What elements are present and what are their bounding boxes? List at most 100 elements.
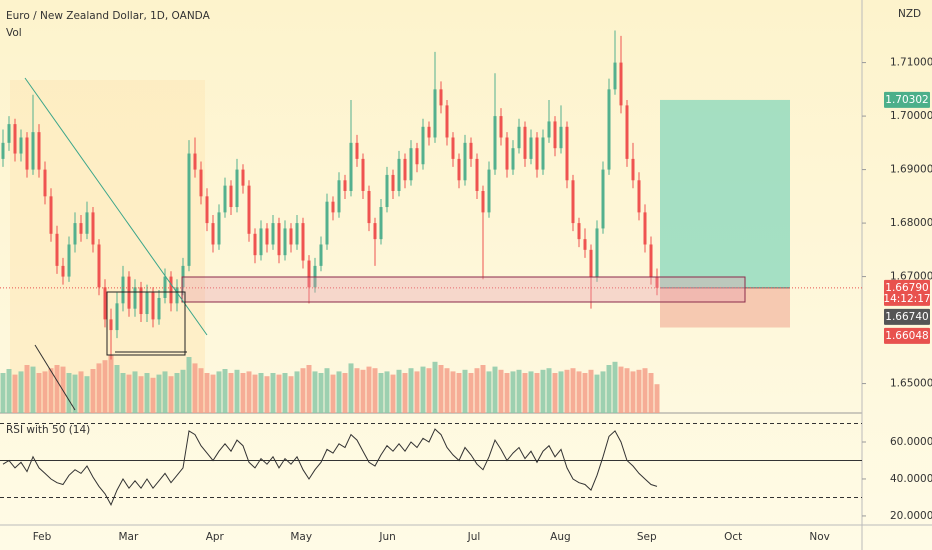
volume-bar bbox=[156, 374, 162, 413]
candle-body bbox=[601, 169, 605, 229]
volume-bar bbox=[630, 371, 636, 413]
volume-bar bbox=[168, 376, 174, 413]
volume-bar bbox=[198, 368, 204, 413]
candle-body bbox=[583, 239, 587, 250]
volume-bar bbox=[438, 365, 444, 413]
candle-body bbox=[571, 180, 575, 224]
volume-bar bbox=[12, 374, 18, 413]
candle-body bbox=[421, 126, 425, 165]
volume-bar bbox=[372, 368, 378, 413]
candle-body bbox=[109, 319, 113, 331]
candle-body bbox=[337, 180, 341, 213]
volume-bar bbox=[426, 368, 432, 413]
volume-bar bbox=[408, 368, 414, 413]
volume-bar bbox=[294, 371, 300, 413]
candle-body bbox=[469, 142, 473, 159]
candle-body bbox=[439, 89, 443, 106]
volume-bar bbox=[240, 373, 246, 413]
volume-bar bbox=[0, 373, 6, 413]
candle-body bbox=[49, 196, 53, 234]
volume-bar bbox=[414, 371, 420, 413]
volume-bar bbox=[456, 373, 462, 413]
candle-body bbox=[493, 116, 497, 170]
volume-bar bbox=[120, 373, 126, 413]
volume-bar bbox=[330, 374, 336, 413]
volume-bar bbox=[582, 373, 588, 413]
y-tick-label: 1.65000 bbox=[890, 378, 932, 390]
y-tick-label: 1.70000 bbox=[890, 110, 932, 122]
candle-body bbox=[7, 124, 11, 143]
volume-bar bbox=[498, 369, 504, 413]
candle-body bbox=[289, 228, 293, 245]
x-tick-label: May bbox=[290, 531, 312, 543]
volume-bar bbox=[378, 373, 384, 413]
candle-body bbox=[235, 169, 239, 208]
volume-bar bbox=[54, 365, 60, 413]
candle-body bbox=[139, 287, 143, 315]
volume-bar bbox=[504, 373, 510, 413]
x-tick-label: Nov bbox=[809, 531, 830, 543]
volume-bar bbox=[90, 369, 96, 413]
volume-bar bbox=[282, 373, 288, 413]
candle-body bbox=[25, 137, 29, 170]
candle-body bbox=[535, 137, 539, 170]
y-tick-label: 1.69000 bbox=[890, 164, 932, 176]
candle-body bbox=[457, 158, 461, 181]
rsi-tick-label: 40.00000 bbox=[890, 473, 932, 485]
loss-zone bbox=[660, 287, 790, 328]
candle-body bbox=[247, 185, 251, 234]
candle-body bbox=[295, 223, 299, 245]
candle-body bbox=[259, 228, 263, 256]
volume-bar bbox=[618, 366, 624, 413]
candle-body bbox=[643, 212, 647, 245]
volume-bar bbox=[204, 373, 210, 413]
candle-body bbox=[637, 180, 641, 213]
volume-bar bbox=[360, 369, 366, 413]
volume-bar bbox=[336, 371, 342, 413]
candle-body bbox=[211, 223, 215, 245]
trend-line bbox=[34, 344, 76, 411]
price-tag-label: 1.70302 bbox=[885, 94, 928, 106]
price-tag-label: 1.66048 bbox=[885, 330, 928, 342]
volume-bar bbox=[486, 371, 492, 413]
volume-bar bbox=[78, 371, 84, 413]
candle-body bbox=[271, 223, 275, 245]
volume-bar bbox=[276, 374, 282, 413]
volume-bar bbox=[546, 368, 552, 413]
candle-body bbox=[499, 116, 503, 138]
volume-bar bbox=[420, 366, 426, 413]
candle-body bbox=[151, 292, 155, 320]
candle-body bbox=[193, 153, 197, 170]
candle-body bbox=[277, 223, 281, 256]
candle-body bbox=[541, 137, 545, 170]
rsi-tick-label: 20.00000 bbox=[890, 510, 932, 522]
volume-bar bbox=[114, 365, 120, 413]
volume-bar bbox=[192, 363, 198, 413]
volume-bar bbox=[564, 369, 570, 413]
price-tag-time: 14:12:17 bbox=[883, 293, 930, 305]
candle-body bbox=[133, 287, 137, 309]
volume-bar bbox=[288, 376, 294, 413]
candle-body bbox=[229, 185, 233, 208]
candle-body bbox=[481, 190, 485, 213]
volume-bar bbox=[450, 371, 456, 413]
candle-body bbox=[373, 223, 377, 240]
candle-body bbox=[319, 244, 323, 266]
candle-body bbox=[145, 292, 149, 315]
volume-bar bbox=[528, 371, 534, 413]
candle-body bbox=[85, 212, 89, 234]
x-tick-label: Oct bbox=[724, 531, 742, 543]
candle-body bbox=[241, 169, 245, 186]
candle-body bbox=[559, 126, 563, 149]
volume-bar bbox=[552, 373, 558, 413]
volume-bar bbox=[48, 368, 54, 413]
candle-body bbox=[589, 249, 593, 277]
rsi-tick-label: 60.00000 bbox=[890, 436, 932, 448]
candle-body bbox=[523, 126, 527, 159]
candle-body bbox=[223, 185, 227, 213]
price-tag bbox=[884, 91, 930, 108]
price-tag-label: 1.66790 bbox=[885, 282, 928, 294]
volume-bar bbox=[324, 368, 330, 413]
candle-body bbox=[199, 169, 203, 197]
price-tag bbox=[884, 308, 930, 325]
